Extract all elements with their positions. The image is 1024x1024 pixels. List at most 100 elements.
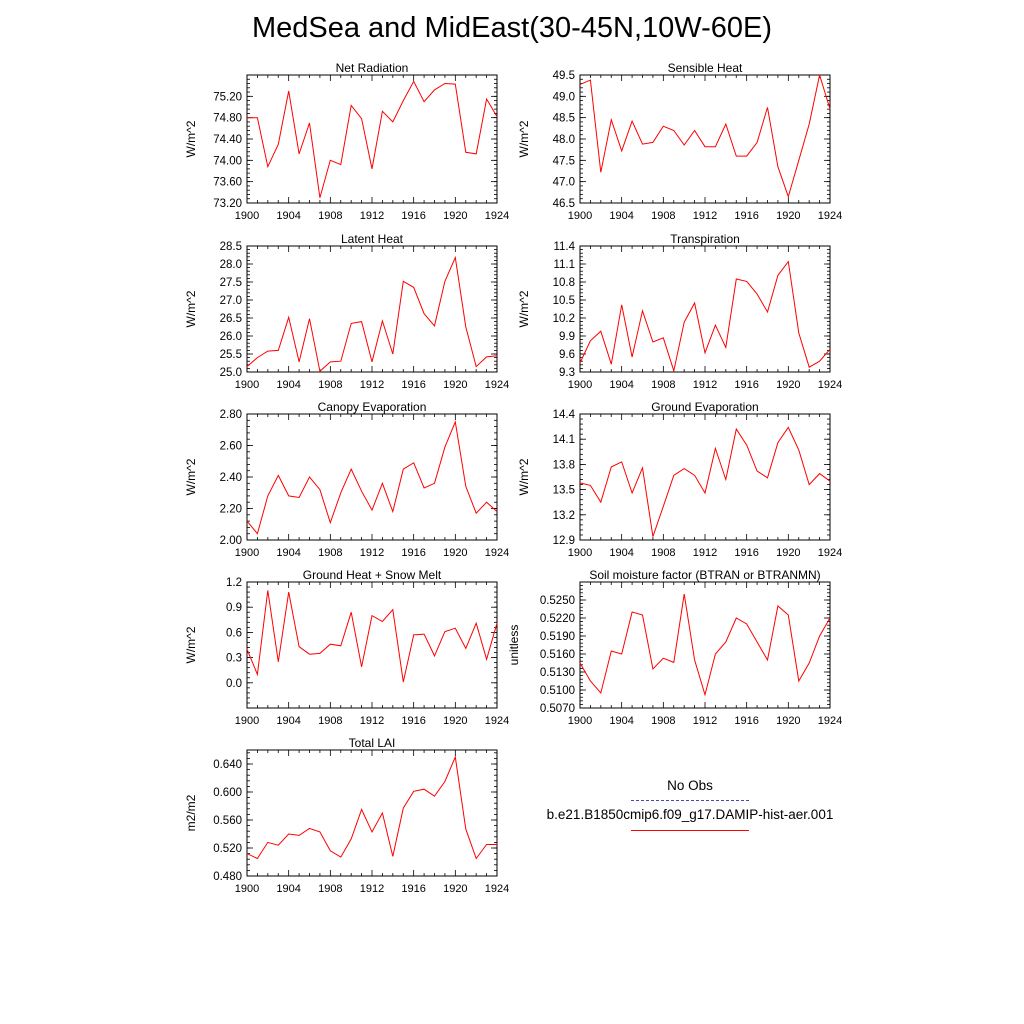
x-tick-label: 1912 [360, 715, 384, 727]
series-line [246, 255, 498, 373]
y-tick-label: 74.80 [213, 113, 242, 125]
page-title: MedSea and MidEast(30-45N,10W-60E) [251, 12, 773, 44]
y-tick-label: 0.5220 [540, 613, 575, 625]
x-tick-label: 1920 [443, 715, 467, 727]
chart-panel: 1900 1904 1908 1912 1916 1920 1924 46.5 47.0 47.5… [517, 61, 842, 222]
x-tick-label: 1908 [651, 379, 675, 391]
x-tick-label: 1904 [609, 379, 633, 391]
x-tick-label: 1908 [651, 210, 675, 222]
x-tick-label: 1916 [734, 715, 758, 727]
y-tick-label: 0.3 [226, 653, 242, 665]
x-tick-label: 1908 [318, 547, 342, 559]
x-tick-label: 1920 [443, 547, 467, 559]
x-tick-label: 1908 [651, 547, 675, 559]
x-tick-label: 1904 [276, 379, 300, 391]
x-tick-label: 1912 [693, 715, 717, 727]
y-tick-label: 49.0 [553, 91, 575, 103]
y-tick-label: 27.5 [220, 277, 242, 289]
x-tick-label: 1916 [734, 210, 758, 222]
y-tick-label: 74.00 [213, 155, 242, 167]
y-tick-label: 0.5070 [540, 703, 575, 715]
x-tick-label: 1900 [568, 379, 592, 391]
x-tick-label: 1924 [818, 547, 842, 559]
x-tick-label: 1920 [443, 379, 467, 391]
y-tick-label: 2.00 [220, 535, 242, 547]
x-tick-label: 1924 [485, 547, 509, 559]
x-tick-label: 1912 [360, 379, 384, 391]
y-tick-label: 1.2 [226, 577, 242, 589]
chart-title: Transpiration [670, 232, 740, 246]
plot-frame [246, 245, 498, 373]
y-tick-label: 26.5 [220, 313, 242, 325]
x-tick-label: 1916 [401, 210, 425, 222]
legend-line-model [631, 830, 749, 831]
chart-panel: 1900 1904 1908 1912 1916 1920 1924 9.3 9.6 9.9 10.… [517, 232, 842, 391]
chart-panel: 1900 1904 1908 1912 1916 1920 1924 12.9 13.2 13.5… [517, 400, 842, 559]
series-line [246, 755, 497, 860]
x-tick-label: 1908 [318, 379, 342, 391]
series-line [246, 590, 498, 683]
plot-frame [579, 413, 831, 541]
chart-title: Latent Heat [341, 232, 404, 246]
x-tick-label: 1920 [776, 379, 800, 391]
y-tick-label: 13.2 [553, 510, 575, 522]
x-tick-label: 1904 [276, 547, 300, 559]
plot-frame [246, 581, 498, 709]
x-tick-label: 1904 [276, 883, 300, 895]
y-tick-label: 10.2 [553, 313, 575, 325]
x-tick-label: 1904 [276, 715, 300, 727]
y-tick-label: 0.5130 [540, 667, 575, 679]
y-tick-label: 46.5 [553, 198, 575, 210]
y-tick-label: 0.560 [213, 815, 242, 827]
x-tick-label: 1908 [318, 210, 342, 222]
y-axis-label: W/m^2 [184, 458, 198, 495]
y-tick-label: 10.8 [553, 277, 575, 289]
chart-title: Total LAI [349, 736, 396, 750]
plot-frame [246, 413, 498, 541]
chart-title: Ground Evaporation [651, 400, 758, 414]
x-tick-label: 1920 [776, 547, 800, 559]
y-tick-label: 12.9 [553, 535, 575, 547]
y-tick-label: 26.0 [220, 331, 242, 343]
x-tick-label: 1900 [235, 547, 259, 559]
x-tick-label: 1916 [401, 379, 425, 391]
y-axis-label: W/m^2 [184, 626, 198, 663]
plot-frame [246, 749, 498, 877]
y-tick-label: 75.20 [213, 91, 242, 103]
y-axis-label: m2/m2 [184, 794, 198, 831]
chart-title: Ground Heat + Snow Melt [303, 568, 442, 582]
legend-label-obs: No Obs [667, 778, 713, 793]
x-tick-label: 1920 [443, 210, 467, 222]
y-tick-label: 73.20 [213, 198, 242, 210]
y-tick-label: 0.5160 [540, 649, 575, 661]
y-tick-label: 28.5 [220, 241, 242, 253]
y-tick-label: 47.0 [553, 177, 575, 189]
y-tick-label: 2.40 [220, 472, 242, 484]
chart-title: Canopy Evaporation [318, 400, 427, 414]
y-axis-label: W/m^2 [184, 120, 198, 157]
legend-label-model: b.e21.B1850cmip6.f09_g17.DAMIP-hist-aer.… [546, 807, 834, 822]
chart-title: Net Radiation [336, 61, 409, 75]
x-tick-label: 1900 [568, 715, 592, 727]
x-tick-label: 1908 [318, 715, 342, 727]
y-tick-label: 14.4 [553, 409, 576, 421]
x-tick-label: 1924 [485, 379, 509, 391]
y-tick-label: 25.5 [220, 349, 242, 361]
x-tick-label: 1912 [360, 210, 384, 222]
x-tick-label: 1904 [609, 210, 633, 222]
chart-panel: 1900 1904 1908 1912 1916 1920 1924 73.20 73.60 74… [184, 61, 509, 222]
y-tick-label: 73.60 [213, 177, 242, 189]
x-tick-label: 1916 [734, 547, 758, 559]
y-tick-label: 25.0 [220, 367, 242, 379]
x-tick-label: 1924 [485, 715, 509, 727]
series-line [247, 80, 498, 198]
x-tick-label: 1916 [401, 547, 425, 559]
x-tick-label: 1900 [235, 210, 259, 222]
x-tick-label: 1912 [693, 379, 717, 391]
y-tick-label: 48.5 [553, 113, 575, 125]
x-tick-label: 1912 [693, 547, 717, 559]
y-tick-label: 9.3 [559, 367, 575, 379]
y-tick-label: 0.5190 [540, 631, 575, 643]
y-tick-label: 0.9 [226, 602, 242, 614]
y-tick-label: 49.5 [553, 70, 575, 82]
